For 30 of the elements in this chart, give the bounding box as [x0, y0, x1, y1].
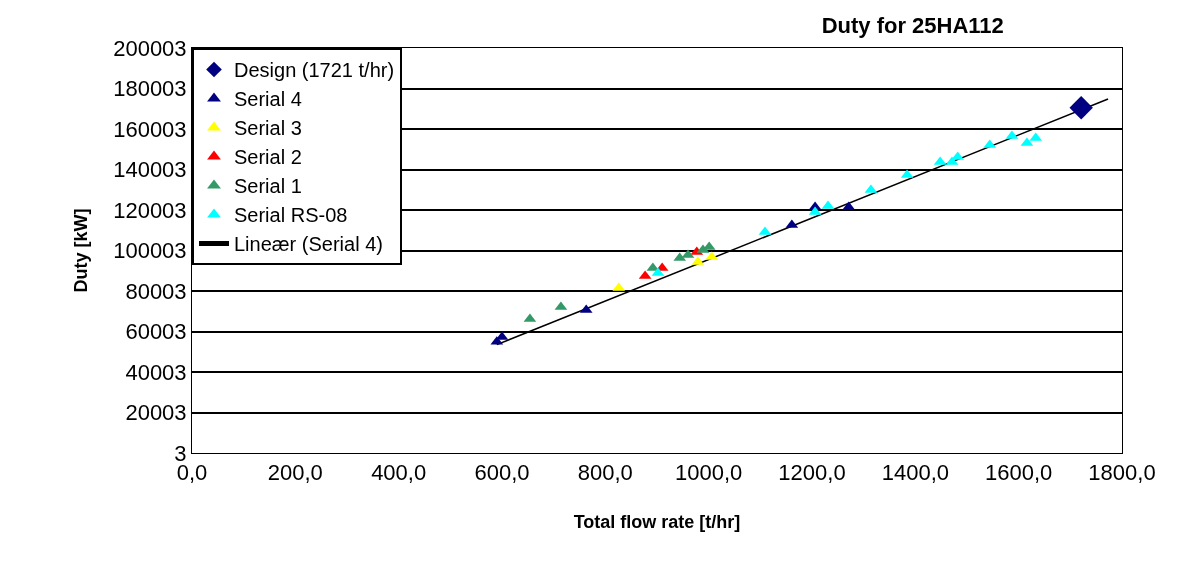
- y-tick-label: 20003: [125, 400, 187, 426]
- legend-label: Serial RS-08: [234, 204, 348, 227]
- legend-label: Serial 4: [234, 88, 302, 111]
- x-tick-label: 800,0: [577, 460, 633, 486]
- x-tick-label: 1200,0: [778, 460, 846, 486]
- legend-label: Serial 2: [234, 146, 302, 169]
- y-tick-label: 180003: [113, 76, 187, 102]
- y-tick-label: 160003: [113, 116, 187, 142]
- y-tick-label: 100003: [113, 238, 187, 264]
- y-tick-label: 120003: [113, 197, 187, 223]
- y-tick-label: 80003: [125, 278, 187, 304]
- legend-label: Serial 1: [234, 175, 302, 198]
- x-tick-label: 600,0: [474, 460, 530, 486]
- chart-title: Duty for 25HA112: [821, 13, 1004, 39]
- y-tick-label: 40003: [125, 359, 187, 385]
- x-tick-label: 1800,0: [1088, 460, 1156, 486]
- y-tick-label: 200003: [113, 35, 187, 61]
- legend-label: Serial 3: [234, 117, 302, 140]
- legend-label: Lineær (Serial 4): [234, 233, 383, 256]
- y-axis-title: Duty [kW]: [71, 208, 92, 293]
- legend-label: Design (1721 t/hr): [234, 59, 395, 82]
- x-tick-label: 1000,0: [675, 460, 743, 486]
- x-axis-title: Total flow rate [t/hr]: [573, 511, 741, 532]
- y-tick-label: 140003: [113, 157, 187, 183]
- x-tick-label: 200,0: [267, 460, 323, 486]
- x-tick-label: 400,0: [371, 460, 427, 486]
- y-tick-label: 60003: [125, 319, 187, 345]
- x-tick-label: 1600,0: [985, 460, 1053, 486]
- point: [1069, 96, 1093, 120]
- x-tick-label: 1400,0: [881, 460, 949, 486]
